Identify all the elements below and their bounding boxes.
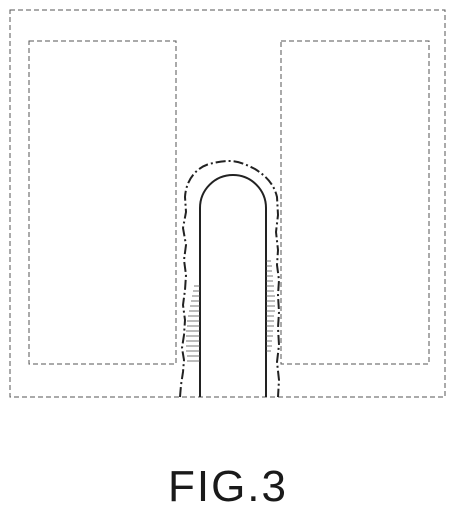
left-pad [29,41,176,364]
figure-caption: FIG.3 [0,462,456,512]
u-shaped-conductor [200,175,266,397]
right-pad [281,41,429,364]
left-hatch-region [186,286,200,361]
right-hatch-region [266,261,275,351]
outer-boundary [10,10,445,397]
